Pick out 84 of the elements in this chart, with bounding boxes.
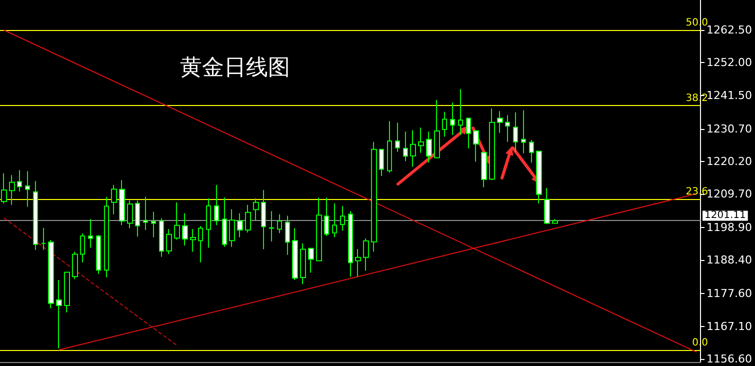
y-tick-label: 1262.50	[706, 24, 752, 37]
candlestick	[418, 127, 424, 154]
candlestick	[442, 111, 447, 138]
candlestick	[450, 102, 455, 136]
y-tick-label: 1220.20	[706, 154, 752, 168]
candlestick	[316, 197, 322, 262]
candlestick	[229, 208, 235, 248]
candlestick	[473, 130, 479, 162]
candlestick	[166, 228, 172, 254]
y-tick-label: 1241.50	[706, 88, 752, 102]
candlestick	[269, 210, 274, 242]
candlestick	[48, 239, 54, 309]
candlestick	[285, 215, 290, 256]
candlestick	[159, 218, 164, 258]
candlestick	[434, 99, 440, 158]
candlestick	[324, 197, 329, 236]
candlestick	[17, 170, 22, 192]
candlestick	[481, 151, 487, 188]
candlestick	[363, 238, 369, 272]
candlestick	[1, 172, 7, 204]
candlestick	[104, 196, 109, 278]
candlestick	[340, 206, 345, 232]
candlestick	[80, 232, 85, 263]
candlestick	[379, 148, 384, 177]
candlestick	[127, 200, 133, 229]
candlestick	[143, 196, 148, 231]
candlestick	[190, 228, 196, 252]
candlestick	[198, 226, 203, 263]
candlestick	[387, 120, 392, 174]
candlestick	[552, 218, 558, 224]
candlestick	[222, 196, 227, 248]
candlestick	[64, 272, 70, 313]
candlestick	[292, 228, 298, 281]
y-tick-label: 1209.70	[706, 188, 752, 201]
candlestick	[9, 174, 15, 206]
candlestick	[237, 212, 243, 238]
candlestick	[529, 140, 534, 164]
y-tick-label: 1198.90	[706, 221, 752, 234]
candlestick	[308, 248, 314, 274]
candlestick	[332, 202, 337, 238]
ref-line-label: 1201.11	[704, 210, 746, 222]
candlestick	[505, 114, 510, 142]
candlestick	[56, 280, 62, 349]
candlestick	[513, 112, 518, 152]
candlestick	[544, 187, 550, 225]
y-tick-label: 1188.40	[706, 254, 752, 267]
candlestick	[174, 202, 180, 240]
candlestick	[497, 110, 503, 134]
candlestick	[403, 131, 408, 162]
candlestick	[206, 198, 211, 248]
candlestick	[151, 211, 156, 238]
candlestick	[33, 180, 38, 250]
candlestick	[253, 198, 259, 221]
candlestick	[300, 242, 306, 285]
candlestick	[214, 184, 219, 226]
candlestick	[348, 210, 353, 278]
candlestick	[395, 122, 400, 152]
candlestick	[426, 131, 432, 164]
candlestick	[261, 190, 266, 250]
candlestick	[245, 204, 251, 234]
candlestick	[466, 118, 471, 149]
candlestick	[277, 214, 282, 234]
candlestick	[135, 200, 140, 238]
y-tick-label: 1156.60	[706, 352, 752, 366]
candlestick	[489, 108, 495, 181]
candlestick	[521, 110, 526, 154]
candlestick	[458, 88, 463, 136]
candlestick	[111, 184, 117, 215]
candlestick	[182, 212, 188, 246]
candlestick	[371, 141, 377, 252]
y-tick-label: 1167.10	[706, 320, 752, 333]
candlestick	[96, 234, 101, 274]
y-tick-label: 1230.70	[706, 122, 752, 136]
candlestick	[72, 251, 78, 280]
candlestick	[88, 218, 93, 248]
candlestick	[119, 180, 125, 226]
candlestick	[410, 130, 416, 168]
candlestick	[41, 227, 46, 250]
candlestick	[355, 248, 361, 278]
text: 黄金日线图	[180, 56, 290, 80]
y-tick-label: 1177.60	[706, 287, 752, 300]
candlestick	[536, 150, 542, 204]
y-tick-label: 1252.00	[706, 56, 752, 70]
candlestick	[25, 170, 30, 208]
